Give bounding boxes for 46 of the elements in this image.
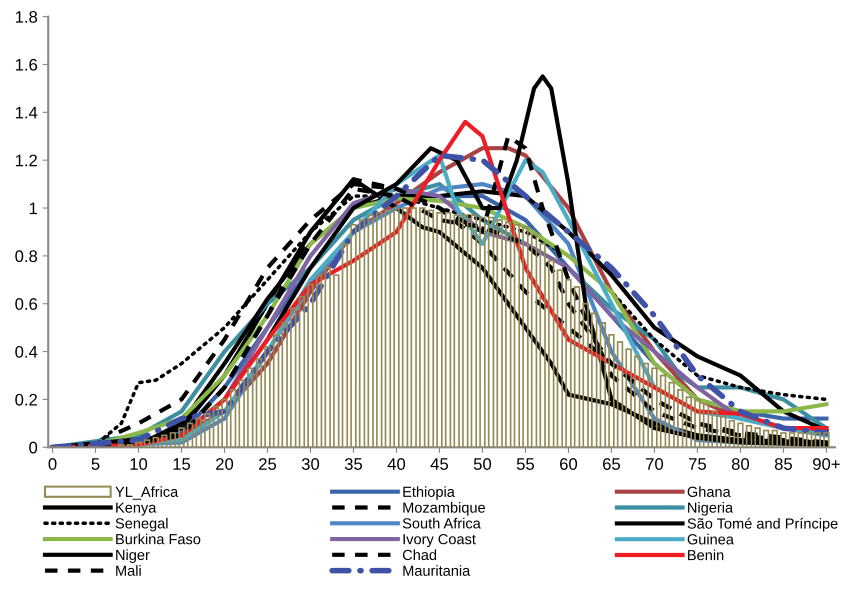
x-tick-label: 85: [774, 458, 792, 470]
y-tick-label: 0.8: [15, 250, 38, 262]
x-tick-label: 45: [430, 458, 448, 470]
y-tick-label: 1.8: [16, 11, 38, 23]
legend-label: YL_Africa: [115, 486, 178, 500]
x-tick-label: 0: [48, 458, 57, 470]
y-tick-label: 1: [30, 202, 37, 214]
y-tick-label: 1.4: [16, 106, 38, 118]
x-tick-label: 75: [689, 458, 706, 470]
x-tick-label: 10: [130, 458, 148, 470]
y-tick-label: 1.2: [16, 154, 37, 166]
x-tick-label: 55: [516, 458, 534, 470]
y-tick-label: 0.4: [15, 346, 38, 358]
legend-label: Mozambique: [403, 502, 486, 516]
y-tick-label: 0: [29, 442, 38, 454]
x-tick-label: 35: [344, 458, 362, 470]
legend-label: Kenya: [116, 502, 156, 516]
x-tick-label: 15: [174, 458, 190, 470]
x-tick-label: 5: [92, 458, 100, 470]
x-tick-label: 60: [560, 458, 578, 470]
x-tick-label: 30: [302, 458, 320, 470]
legend-label: Niger: [116, 549, 150, 563]
x-tick-label: 50: [474, 458, 492, 470]
x-tick-label: 90+: [813, 458, 840, 470]
x-tick-label: 25: [259, 458, 276, 470]
legend-label: Burkina Faso: [116, 534, 200, 544]
legend-label: São Tomé and Príncipe: [688, 518, 838, 532]
legend-label: Ethiopia: [403, 486, 455, 500]
legend-label: Guinea: [688, 534, 734, 544]
legend-label: Nigeria: [688, 502, 734, 516]
y-tick-label: 0.6: [15, 298, 38, 310]
x-tick-label: 70: [646, 458, 664, 470]
legend-label: Mali: [116, 565, 141, 576]
legend-label: South Africa: [402, 518, 481, 529]
x-tick-label: 40: [388, 458, 406, 470]
legend-label: Mauritania: [403, 565, 470, 576]
legend-label: Chad: [402, 549, 436, 560]
x-tick-label: 80: [732, 458, 750, 470]
y-tick-label: 1.6: [16, 58, 38, 71]
x-tick-label: 20: [216, 458, 234, 470]
x-tick-label: 65: [603, 458, 620, 470]
legend-label: Benin: [688, 550, 724, 560]
legend-label: Ghana: [688, 486, 731, 497]
legend-label: Senegal: [116, 518, 168, 532]
legend-label: Ivory Coast: [404, 534, 476, 548]
y-tick-label: 0.2: [15, 394, 37, 406]
